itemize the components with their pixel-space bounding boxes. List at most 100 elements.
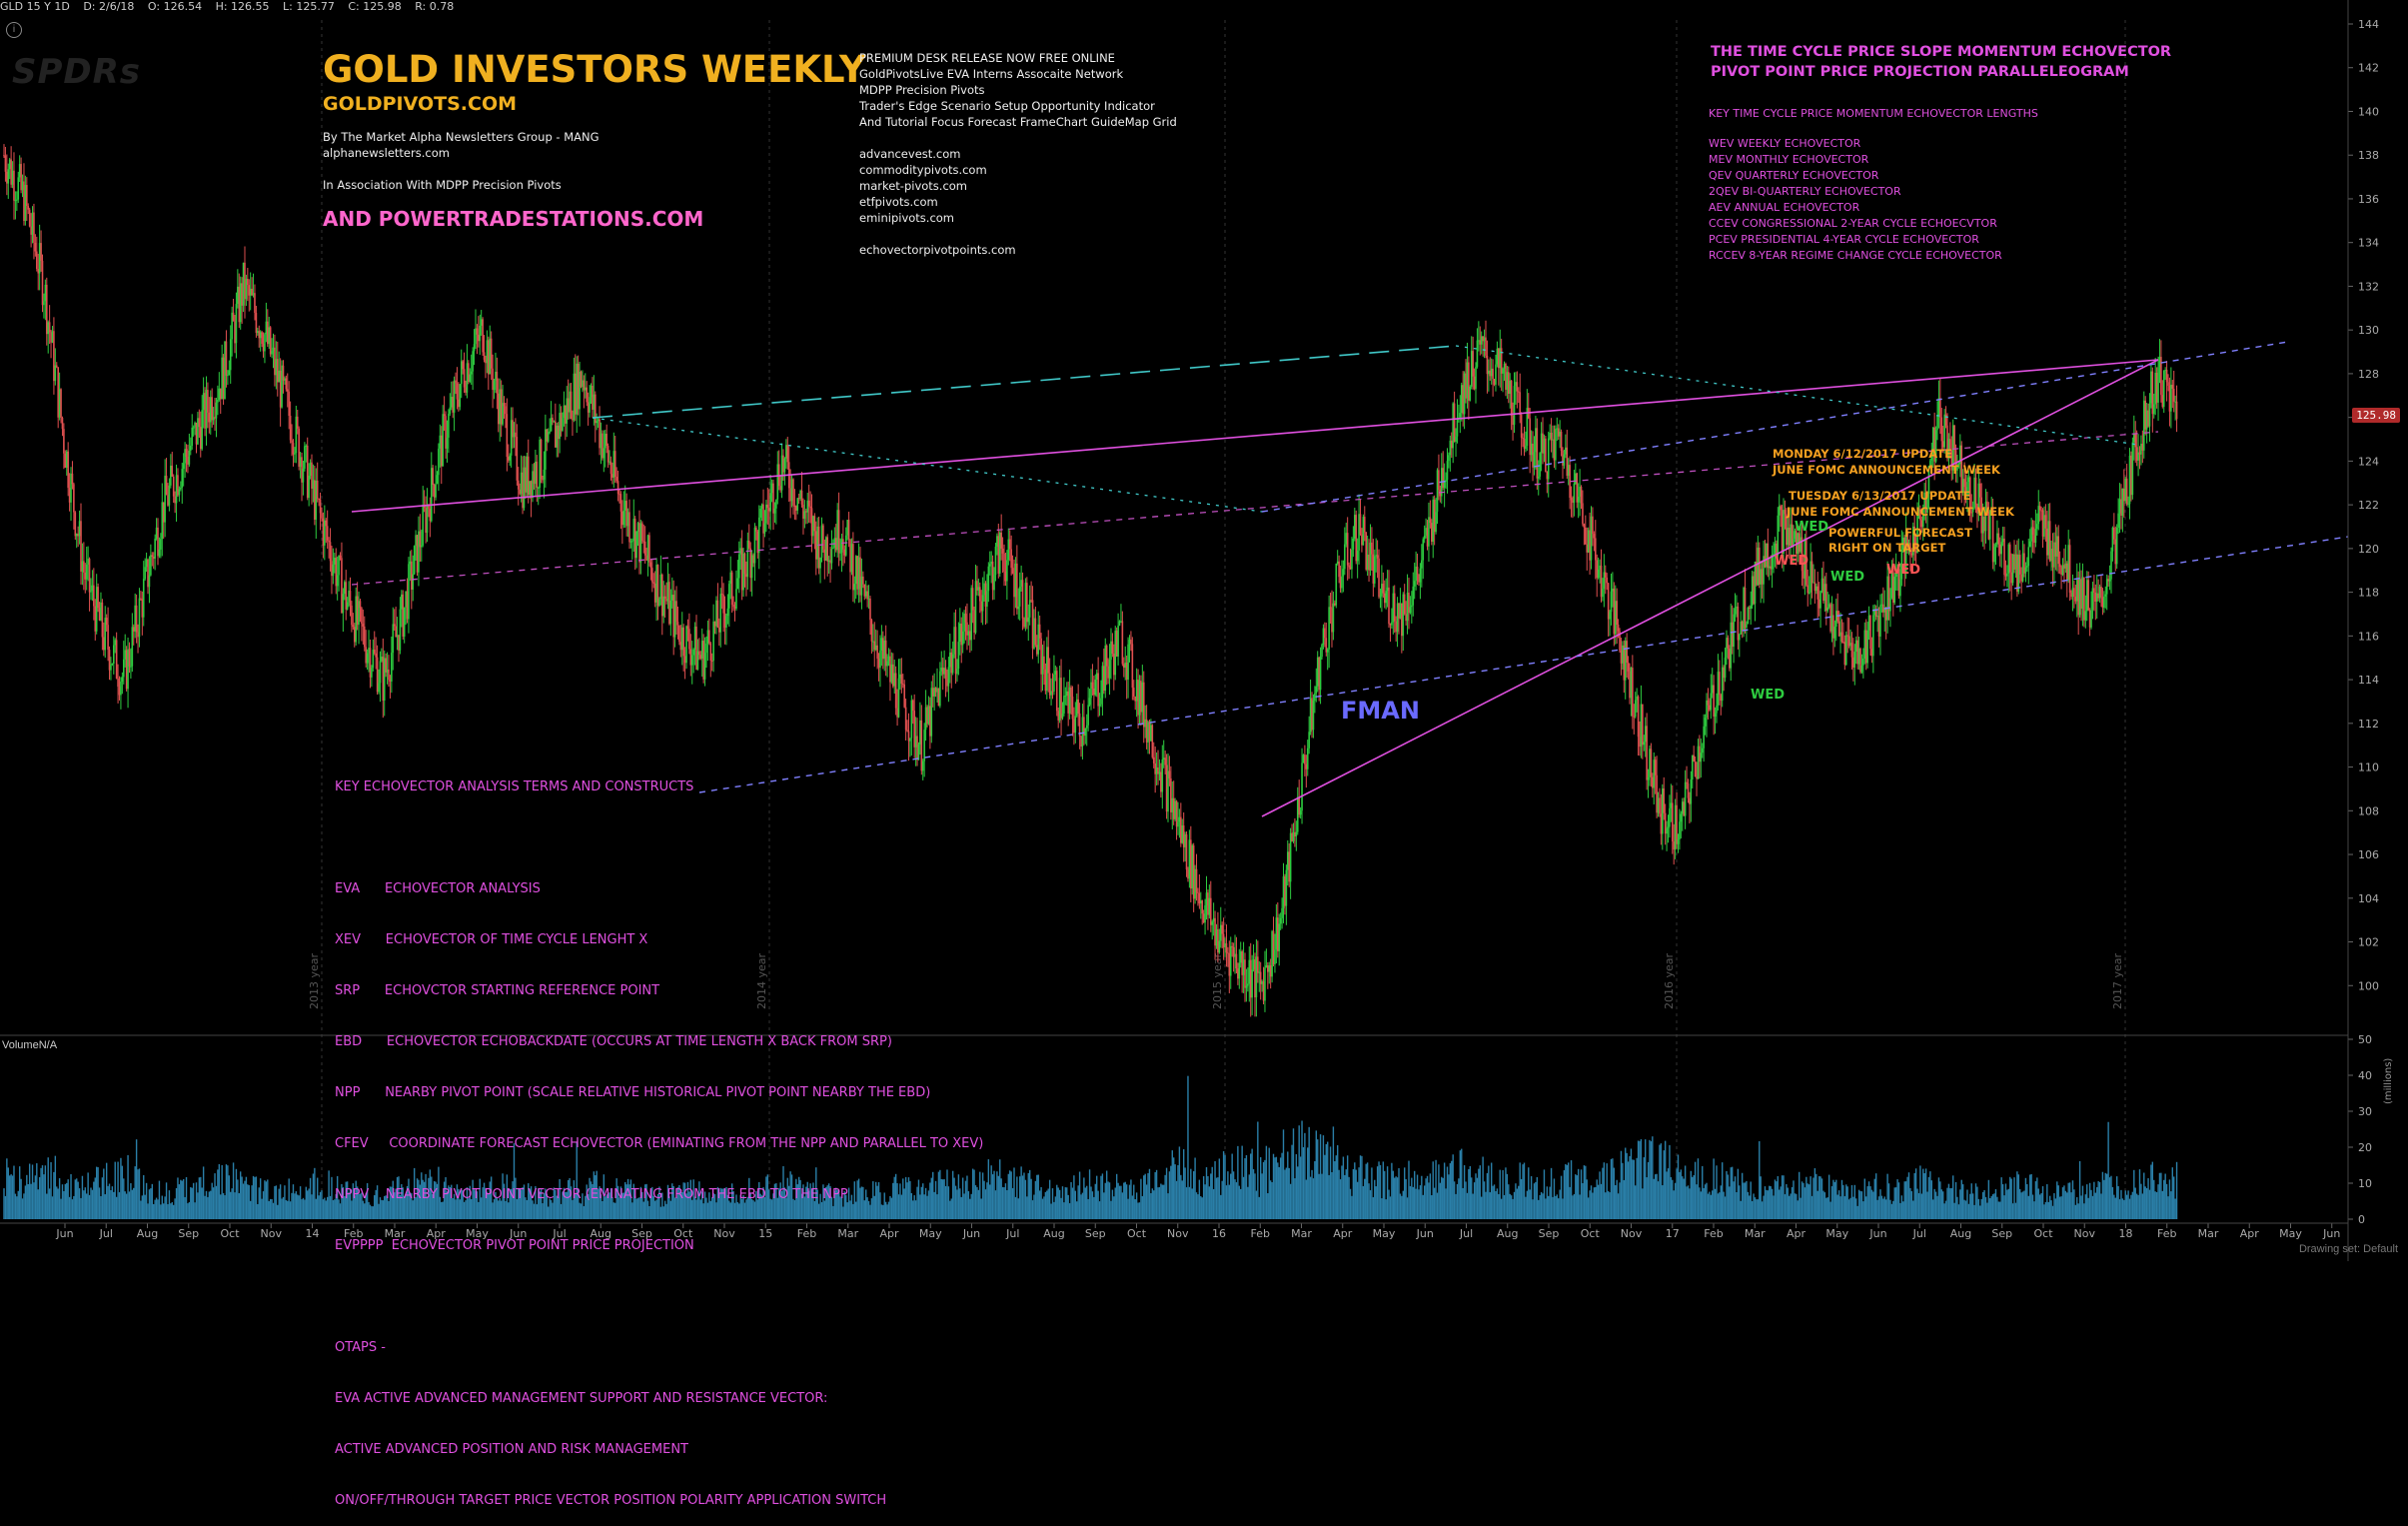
price-candle xyxy=(577,363,580,410)
price-chart[interactable]: 2013 year 2014 year 2015 year 2016 year 2017… xyxy=(0,0,2408,1261)
price-candle xyxy=(1388,587,1390,625)
price-candle xyxy=(118,687,121,696)
price-candle xyxy=(540,439,543,480)
volume-bar xyxy=(1204,1184,1206,1219)
price-candle xyxy=(583,380,586,391)
volume-bar xyxy=(93,1181,95,1219)
price-candle xyxy=(1472,351,1474,377)
price-candle xyxy=(1502,368,1504,374)
volume-bar xyxy=(653,1200,656,1219)
volume-bar xyxy=(642,1201,644,1219)
price-candle xyxy=(1402,594,1405,637)
price-candle xyxy=(526,456,529,493)
price-candle xyxy=(314,480,316,520)
price-candle xyxy=(1150,725,1152,742)
price-candle xyxy=(130,666,132,668)
price-candle xyxy=(611,474,613,478)
volume-bar xyxy=(1321,1173,1323,1219)
byline-site[interactable]: alphanewsletters.com xyxy=(323,146,450,160)
price-candle xyxy=(1613,588,1616,635)
volume-bar xyxy=(120,1157,122,1219)
price-candle xyxy=(1896,569,1898,574)
price-candle xyxy=(779,486,781,491)
volume-tick-label: 40 xyxy=(2358,1069,2372,1082)
price-candle xyxy=(1801,537,1804,572)
price-candle xyxy=(877,659,880,669)
volume-bar xyxy=(827,1183,830,1219)
volume-bar xyxy=(738,1203,740,1219)
volume-bar xyxy=(1342,1156,1345,1219)
price-candle xyxy=(465,387,467,393)
price-candle xyxy=(1637,696,1640,738)
price-candle xyxy=(1319,657,1322,691)
price-candle xyxy=(128,649,131,667)
price-candle xyxy=(388,669,390,681)
price-candle xyxy=(1539,453,1541,477)
price-candle xyxy=(1887,576,1890,612)
price-candle xyxy=(874,645,877,651)
time-tick-label: Jul xyxy=(1912,1227,1926,1240)
volume-bar xyxy=(672,1186,674,1219)
volume-bar xyxy=(1966,1189,1968,1219)
power-line[interactable]: AND POWERTRADESTATIONS.COM xyxy=(323,207,704,231)
volume-bar xyxy=(1723,1191,1725,1219)
volume-bar xyxy=(1084,1187,1086,1219)
price-candle xyxy=(951,654,954,674)
volume-bar xyxy=(1056,1184,1058,1219)
price-candle xyxy=(1669,807,1671,827)
volume-bar xyxy=(2014,1202,2017,1219)
price-candle xyxy=(17,177,20,200)
info-icon[interactable]: i xyxy=(6,22,22,38)
price-candle xyxy=(527,456,530,496)
price-candle xyxy=(1241,951,1243,975)
volume-bar xyxy=(1694,1161,1697,1219)
price-candle xyxy=(1866,630,1868,664)
price-candle xyxy=(1823,584,1826,602)
price-candle xyxy=(1964,487,1967,496)
volume-bar xyxy=(1265,1145,1268,1219)
price-candle xyxy=(1167,770,1169,812)
price-candle xyxy=(1854,640,1857,653)
premium-link[interactable]: commoditypivots.com xyxy=(859,163,987,177)
volume-bar xyxy=(559,1178,561,1219)
volume-bar xyxy=(1051,1188,1054,1219)
price-candle xyxy=(837,510,840,554)
price-candle xyxy=(1419,568,1422,583)
price-candle xyxy=(1321,645,1323,658)
price-candle xyxy=(770,483,773,494)
price-candle xyxy=(1134,696,1137,702)
price-candle xyxy=(2087,580,2089,611)
price-candle xyxy=(1392,593,1395,623)
price-candle xyxy=(642,541,645,543)
newsletter-site[interactable]: GOLDPIVOTS.COM xyxy=(323,93,518,115)
price-candle xyxy=(1616,601,1618,626)
premium-link[interactable]: etfpivots.com xyxy=(859,195,938,209)
volume-bar xyxy=(436,1183,439,1219)
price-candle xyxy=(1416,567,1419,575)
drawing-set[interactable]: Drawing set: Default xyxy=(2298,1243,2398,1255)
volume-bar xyxy=(536,1204,539,1219)
price-candle xyxy=(1566,447,1569,477)
price-candle xyxy=(723,613,726,628)
price-candle xyxy=(1438,470,1440,490)
volume-bar xyxy=(1366,1162,1369,1219)
volume-bar xyxy=(441,1201,443,1219)
price-candle xyxy=(460,361,463,385)
price-candle xyxy=(1097,673,1099,707)
premium-link[interactable]: echovectorpivotpoints.com xyxy=(859,243,1016,257)
premium-link[interactable]: advancevest.com xyxy=(859,147,961,161)
volume-bar xyxy=(1741,1172,1744,1219)
price-candle xyxy=(1245,985,1248,988)
volume-bar xyxy=(1498,1193,1500,1219)
volume-bar xyxy=(602,1174,605,1219)
volume-bar xyxy=(1744,1182,1747,1219)
price-candle xyxy=(368,648,370,654)
symbol-label[interactable]: GLD 15 Y 1D xyxy=(0,0,70,13)
premium-link[interactable]: eminipivots.com xyxy=(859,211,955,225)
price-candle xyxy=(1844,635,1847,666)
volume-bar xyxy=(609,1188,612,1219)
volume-bar xyxy=(278,1188,280,1219)
volume-bar xyxy=(1251,1148,1253,1219)
premium-link[interactable]: market-pivots.com xyxy=(859,179,968,193)
volume-bar xyxy=(54,1155,57,1219)
